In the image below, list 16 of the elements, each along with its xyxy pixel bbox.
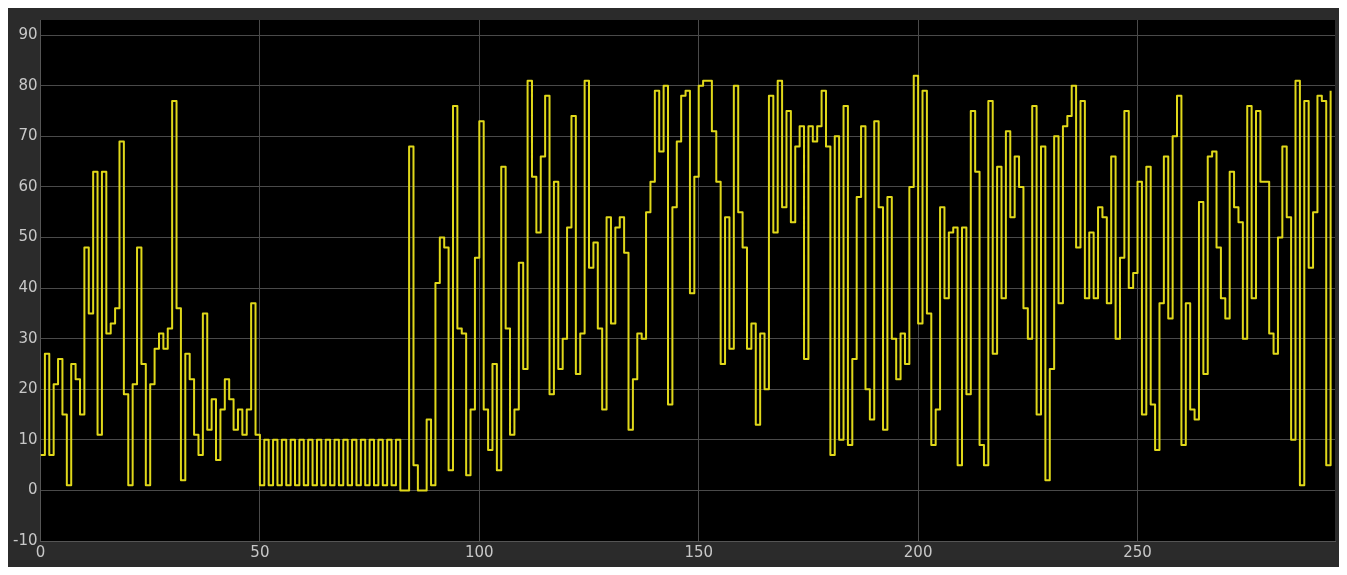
x-tick-label: 50 (250, 542, 270, 561)
y-tick-label: 60 (18, 176, 38, 195)
y-tick-label: 90 (18, 25, 38, 44)
y-tick-label: 0 (27, 480, 38, 499)
x-tick-label: 100 (464, 542, 494, 561)
y-tick-label: 40 (18, 277, 38, 296)
y-tick-label: 20 (18, 379, 38, 398)
y-tick-label: 30 (18, 328, 38, 347)
x-tick-label: 250 (1123, 542, 1152, 561)
y-tick-label: 70 (18, 126, 38, 145)
y-tick-label: 80 (18, 75, 38, 94)
y-tick-label: 10 (18, 429, 38, 448)
x-tick-label: 200 (903, 542, 933, 561)
y-tick-label: -10 (13, 530, 38, 549)
y-tick-label: 50 (18, 227, 38, 246)
x-tick-label: 150 (684, 542, 714, 561)
